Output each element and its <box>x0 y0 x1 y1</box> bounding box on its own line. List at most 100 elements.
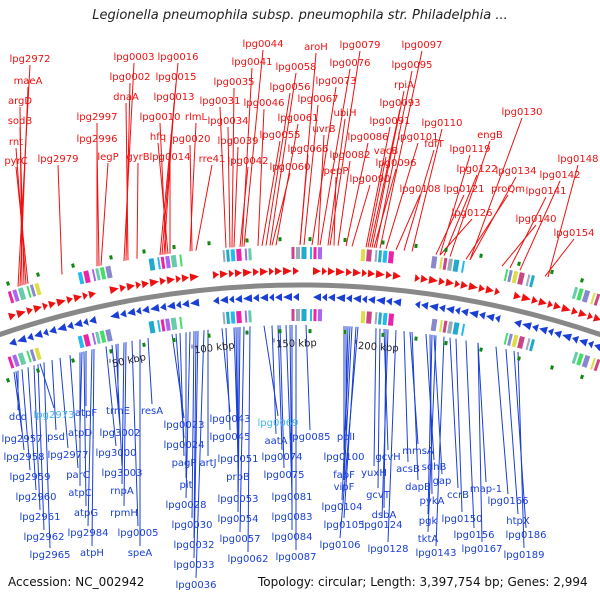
gene-label-forward[interactable]: rre41 <box>199 154 226 165</box>
gene-label-reverse[interactable]: lpg3002 <box>100 428 141 439</box>
gene-label-reverse[interactable]: lpg2958 <box>4 452 45 463</box>
gene-label-reverse[interactable]: atpD <box>68 428 92 439</box>
gene-label-forward[interactable]: rnt <box>9 137 23 148</box>
gene-label-forward[interactable]: lpg0130 <box>502 107 543 118</box>
gene-label-forward[interactable]: aroH <box>304 42 328 53</box>
gene-label-forward[interactable]: lpg0122 <box>457 164 498 175</box>
gene-label-reverse[interactable]: lpg2984 <box>68 528 109 539</box>
gene-label-reverse[interactable]: lpg0023 <box>164 420 205 431</box>
gene-label-forward[interactable]: lpg0097 <box>402 40 443 51</box>
gene-label-forward[interactable]: lpg0096 <box>376 158 417 169</box>
gene-label-forward[interactable]: lpg0086 <box>348 132 389 143</box>
gene-label-forward[interactable]: pyrC <box>4 156 27 167</box>
gene-label-forward[interactable]: ubiH <box>334 108 357 119</box>
gene-label-reverse[interactable]: lpg0189 <box>504 550 545 561</box>
gene-label-reverse[interactable]: vipF <box>334 482 355 493</box>
gene-label-reverse[interactable]: pgk <box>419 516 438 527</box>
gene-label-forward[interactable]: lpg0039 <box>218 136 259 147</box>
gene-label-reverse[interactable]: lpg3003 <box>102 468 143 479</box>
gene-label-reverse[interactable]: pykA <box>420 496 445 507</box>
gene-label-forward[interactable]: lpg0055 <box>260 130 301 141</box>
gene-label-reverse[interactable]: lpg0074 <box>262 452 303 463</box>
gene-label-reverse[interactable]: atpG <box>74 508 98 519</box>
gene-label-reverse[interactable]: lpg0081 <box>272 492 313 503</box>
gene-label-forward[interactable]: lpg0031 <box>200 96 241 107</box>
gene-label-reverse[interactable]: lpg2960 <box>16 492 57 503</box>
gene-label-forward[interactable]: lpg0108 <box>400 184 441 195</box>
gene-label-forward[interactable]: lpg0154 <box>554 228 595 239</box>
gene-label-reverse[interactable]: pit <box>179 480 192 491</box>
gene-label-forward[interactable]: lpg0041 <box>232 57 273 68</box>
gene-label-reverse[interactable]: lpg0186 <box>506 530 547 541</box>
gene-label-reverse[interactable]: lpg2973 <box>34 410 75 421</box>
gene-label-forward[interactable]: lpg0082 <box>330 150 371 161</box>
gene-label-reverse[interactable]: lpg0033 <box>174 560 215 571</box>
gene-label-reverse[interactable]: lpg0105 <box>324 520 365 531</box>
gene-label-reverse[interactable]: lpg0057 <box>220 534 261 545</box>
gene-label-reverse[interactable]: lpg2961 <box>20 512 61 523</box>
gene-label-forward[interactable]: lpg2996 <box>77 134 118 145</box>
gene-label-reverse[interactable]: lpg2962 <box>24 532 65 543</box>
gene-label-reverse[interactable]: tktA <box>418 534 439 545</box>
gene-label-reverse[interactable]: dcd <box>9 412 27 423</box>
gene-label-reverse[interactable]: resA <box>141 406 163 417</box>
gene-label-forward[interactable]: lpg0014 <box>150 152 191 163</box>
gene-label-forward[interactable]: lpg0066 <box>288 144 329 155</box>
gene-label-forward[interactable]: lpg0013 <box>154 92 195 103</box>
gene-label-reverse[interactable]: map-1 <box>470 484 502 495</box>
gene-label-reverse[interactable]: lpg0083 <box>272 512 313 523</box>
gene-label-forward[interactable]: lpg0002 <box>110 72 151 83</box>
gene-label-forward[interactable]: lpg0101 <box>398 132 439 143</box>
gene-label-forward[interactable]: lpg2972 <box>10 54 51 65</box>
gene-label-reverse[interactable]: rpmH <box>110 508 138 519</box>
gene-label-forward[interactable]: lpg0119 <box>450 144 491 155</box>
gene-label-reverse[interactable]: lpg0106 <box>320 540 361 551</box>
gene-label-reverse[interactable]: lpg3000 <box>96 448 137 459</box>
gene-label-forward[interactable]: lpg0044 <box>243 39 284 50</box>
gene-label-forward[interactable]: lpg0061 <box>278 113 319 124</box>
gene-label-reverse[interactable]: lpg0043 <box>210 414 251 425</box>
gene-label-reverse[interactable]: atpH <box>80 548 104 559</box>
gene-label-reverse[interactable]: lpg2965 <box>30 550 71 561</box>
gene-label-forward[interactable]: lpg0010 <box>140 112 181 123</box>
gene-label-forward[interactable]: gyrB <box>126 152 149 163</box>
gene-label-forward[interactable]: rpiA <box>394 80 414 91</box>
gene-label-forward[interactable]: lpg0141 <box>526 186 567 197</box>
gene-label-reverse[interactable]: artJ <box>199 458 216 469</box>
gene-label-forward[interactable]: lpg0046 <box>244 98 285 109</box>
gene-label-forward[interactable]: lpg0110 <box>422 118 463 129</box>
gene-label-forward[interactable]: lpg0003 <box>114 52 155 63</box>
gene-label-reverse[interactable]: lpg0032 <box>174 540 215 551</box>
gene-label-reverse[interactable]: lpg2957 <box>2 434 43 445</box>
gene-label-reverse[interactable]: dsbA <box>372 510 397 521</box>
gene-label-reverse[interactable]: lpg0051 <box>218 454 259 465</box>
gene-label-reverse[interactable]: lpg0075 <box>264 470 305 481</box>
gene-label-reverse[interactable]: atpC <box>68 488 91 499</box>
gene-label-forward[interactable]: legP <box>97 152 118 163</box>
gene-label-reverse[interactable]: acsB <box>396 464 420 475</box>
gene-label-reverse[interactable]: prpB <box>226 472 250 483</box>
gene-label-reverse[interactable]: trmE <box>106 406 130 417</box>
gene-label-forward[interactable]: vacB <box>374 146 399 157</box>
gene-label-forward[interactable]: lpg0091 <box>370 116 411 127</box>
gene-label-reverse[interactable]: yuxH <box>361 468 387 479</box>
gene-label-reverse[interactable]: mmsA <box>402 446 434 457</box>
gene-label-reverse[interactable]: gcvH <box>375 452 400 463</box>
gene-label-forward[interactable]: lpg0056 <box>270 82 311 93</box>
gene-label-forward[interactable]: lpg0121 <box>444 184 485 195</box>
gene-label-forward[interactable]: lpg0015 <box>156 72 197 83</box>
gene-label-forward[interactable]: rlmL <box>185 112 208 123</box>
gene-label-forward[interactable]: lpg0067 <box>298 94 339 105</box>
gene-label-reverse[interactable]: aatA <box>264 436 287 447</box>
gene-label-reverse[interactable]: gap <box>433 476 452 487</box>
gene-label-reverse[interactable]: lpg0100 <box>324 452 365 463</box>
gene-label-forward[interactable]: lpg0058 <box>276 62 317 73</box>
gene-label-forward[interactable]: lpg0016 <box>158 52 199 63</box>
gene-label-reverse[interactable]: lpg2959 <box>10 472 51 483</box>
gene-label-reverse[interactable]: lpg0167 <box>462 544 503 555</box>
gene-label-reverse[interactable]: lpg2977 <box>48 450 89 461</box>
gene-label-forward[interactable]: uvrB <box>312 124 335 135</box>
gene-label-forward[interactable]: lpg2979 <box>38 154 79 165</box>
gene-label-reverse[interactable]: lpg0128 <box>368 544 409 555</box>
gene-label-reverse[interactable]: dapB <box>405 482 431 493</box>
